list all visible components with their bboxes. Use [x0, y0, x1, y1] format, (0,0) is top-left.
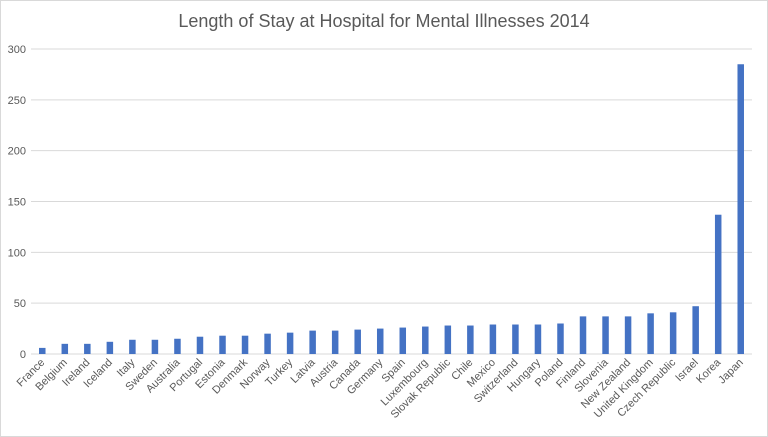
bar	[196, 336, 204, 354]
bar	[39, 347, 46, 354]
bar	[669, 312, 677, 354]
bar	[512, 324, 519, 354]
bar	[714, 214, 722, 354]
chart-title: Length of Stay at Hospital for Mental Il…	[178, 11, 590, 31]
bar	[737, 64, 744, 354]
bar	[557, 323, 564, 354]
bar	[331, 330, 339, 354]
bar	[151, 339, 159, 354]
bar	[579, 316, 587, 354]
bar	[602, 316, 609, 354]
y-tick-label: 0	[20, 349, 26, 361]
y-tick-label: 300	[8, 44, 26, 56]
bar	[106, 341, 114, 354]
y-axis-ticks: 0 50 100 150 200 250 300	[8, 44, 26, 361]
bars	[39, 64, 744, 354]
bar	[376, 328, 384, 354]
bar	[399, 327, 407, 354]
bar	[61, 343, 69, 354]
bar	[467, 325, 474, 354]
bar	[624, 316, 632, 354]
y-tick-label: 150	[8, 197, 26, 209]
bar	[354, 329, 361, 354]
bar	[647, 313, 654, 354]
bar	[444, 325, 452, 354]
x-tick-label: Japan	[716, 357, 746, 387]
bar	[534, 324, 542, 354]
gridlines	[31, 48, 752, 355]
bar	[692, 306, 699, 354]
bar	[129, 339, 136, 354]
bar	[489, 324, 497, 354]
bar	[84, 343, 91, 354]
bar	[264, 333, 271, 354]
y-tick-label: 200	[8, 146, 26, 158]
bar	[219, 335, 226, 354]
y-tick-label: 250	[8, 95, 26, 107]
bar	[422, 326, 429, 354]
bar	[241, 335, 249, 354]
bar	[309, 330, 316, 354]
bar	[174, 338, 181, 354]
y-tick-label: 100	[8, 247, 26, 259]
bar	[286, 332, 294, 354]
y-tick-label: 50	[14, 298, 26, 310]
